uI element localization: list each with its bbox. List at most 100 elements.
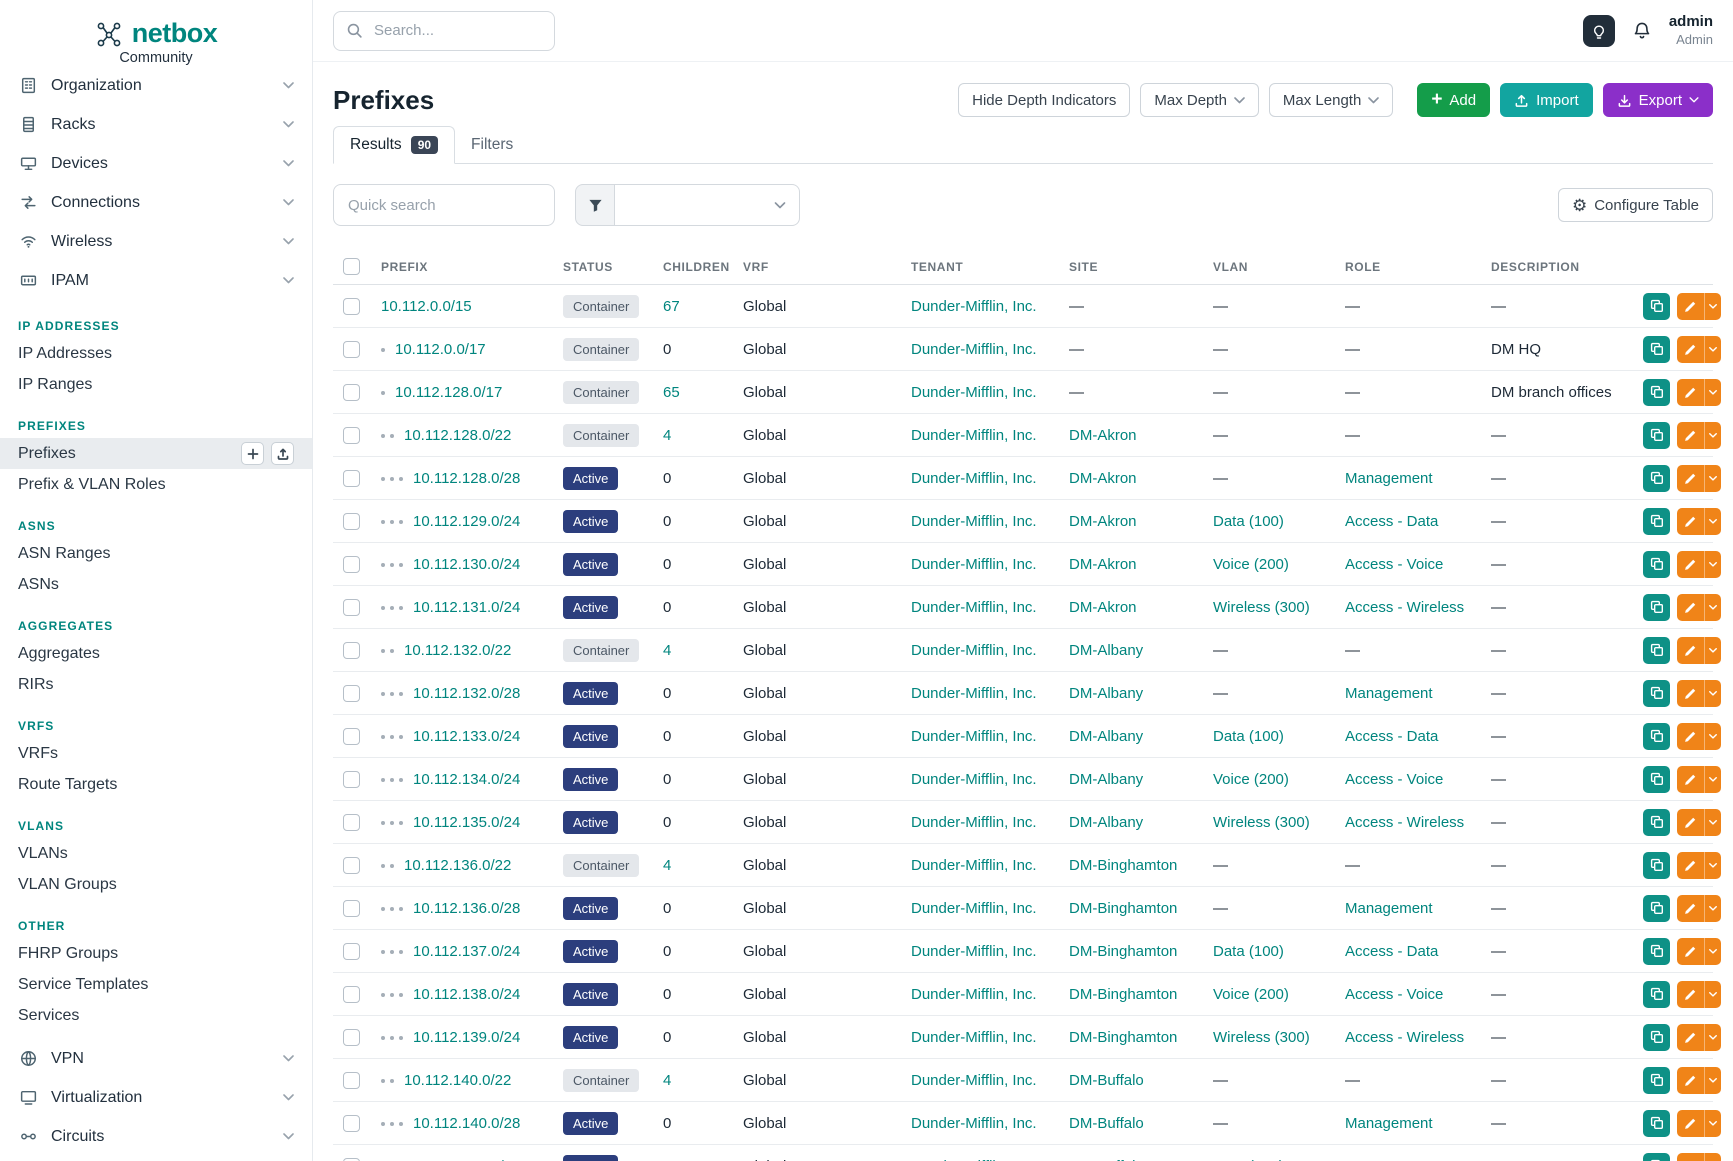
hide-depth-indicators-button[interactable]: Hide Depth Indicators xyxy=(958,83,1131,117)
sidebar-item-circuits[interactable]: Circuits xyxy=(0,1117,312,1156)
edit-button[interactable] xyxy=(1677,765,1704,793)
tenant-link[interactable]: Dunder-Mifflin, Inc. xyxy=(911,684,1037,702)
add-button[interactable]: + Add xyxy=(1417,83,1491,117)
site-link[interactable]: DM-Binghamton xyxy=(1069,942,1178,960)
prefix-link[interactable]: 10.112.128.0/28 xyxy=(413,469,521,487)
vlan-link[interactable]: Voice (200) xyxy=(1213,770,1289,788)
role-link[interactable]: Access - Voice xyxy=(1345,985,1444,1003)
select-all-checkbox[interactable] xyxy=(343,258,360,275)
site-link[interactable]: DM-Buffalo xyxy=(1069,1071,1144,1089)
edit-dropdown-button[interactable] xyxy=(1704,1066,1721,1094)
edit-button[interactable] xyxy=(1677,292,1704,320)
prefix-link[interactable]: 10.112.128.0/17 xyxy=(395,383,503,401)
import-button[interactable]: Import xyxy=(1500,83,1593,117)
filter-button[interactable] xyxy=(575,184,615,226)
edit-button[interactable] xyxy=(1677,636,1704,664)
role-link[interactable]: Access - Wireless xyxy=(1345,598,1465,616)
vlan-link[interactable]: Voice (200) xyxy=(1213,555,1289,573)
row-checkbox[interactable] xyxy=(343,340,360,358)
tenant-link[interactable]: Dunder-Mifflin, Inc. xyxy=(911,469,1037,487)
tenant-link[interactable]: Dunder-Mifflin, Inc. xyxy=(911,555,1037,573)
edit-button[interactable] xyxy=(1677,722,1704,750)
copy-button[interactable] xyxy=(1643,1109,1670,1137)
tenant-link[interactable]: Dunder-Mifflin, Inc. xyxy=(911,641,1037,659)
sidebar-item-rirs[interactable]: RIRs xyxy=(0,669,312,700)
copy-button[interactable] xyxy=(1643,636,1670,664)
copy-button[interactable] xyxy=(1643,464,1670,492)
row-checkbox[interactable] xyxy=(343,598,360,616)
edit-dropdown-button[interactable] xyxy=(1704,292,1721,320)
copy-button[interactable] xyxy=(1643,421,1670,449)
edit-button[interactable] xyxy=(1677,378,1704,406)
tenant-link[interactable]: Dunder-Mifflin, Inc. xyxy=(911,383,1037,401)
site-link[interactable]: DM-Binghamton xyxy=(1069,985,1178,1003)
max-length-dropdown[interactable]: Max Length xyxy=(1268,83,1394,117)
edit-dropdown-button[interactable] xyxy=(1704,894,1721,922)
row-checkbox[interactable] xyxy=(343,1028,360,1046)
vlan-link[interactable]: Wireless (300) xyxy=(1213,1028,1310,1046)
site-link[interactable]: DM-Albany xyxy=(1069,641,1144,659)
site-link[interactable]: DM-Akron xyxy=(1069,512,1137,530)
edit-button[interactable] xyxy=(1677,894,1704,922)
sidebar-item-prefix-vlan-roles[interactable]: Prefix & VLAN Roles xyxy=(0,469,312,500)
export-button[interactable]: Export xyxy=(1602,83,1713,117)
edit-dropdown-button[interactable] xyxy=(1704,378,1721,406)
edit-dropdown-button[interactable] xyxy=(1704,464,1721,492)
edit-dropdown-button[interactable] xyxy=(1704,1109,1721,1137)
column-header-description[interactable]: DESCRIPTION xyxy=(1481,252,1633,285)
sidebar-item-services[interactable]: Services xyxy=(0,1000,312,1031)
column-header-tenant[interactable]: TENANT xyxy=(901,252,1059,285)
copy-button[interactable] xyxy=(1643,980,1670,1008)
vlan-link[interactable]: Data (100) xyxy=(1213,727,1284,745)
prefix-link[interactable]: 10.112.136.0/28 xyxy=(413,899,521,917)
prefix-link[interactable]: 10.112.131.0/24 xyxy=(413,598,521,616)
tenant-link[interactable]: Dunder-Mifflin, Inc. xyxy=(911,899,1037,917)
edit-dropdown-button[interactable] xyxy=(1704,636,1721,664)
sidebar-item-virtualization[interactable]: Virtualization xyxy=(0,1078,312,1117)
prefix-link[interactable]: 10.112.137.0/24 xyxy=(413,942,521,960)
tenant-link[interactable]: Dunder-Mifflin, Inc. xyxy=(911,985,1037,1003)
edit-button[interactable] xyxy=(1677,593,1704,621)
edit-dropdown-button[interactable] xyxy=(1704,722,1721,750)
row-checkbox[interactable] xyxy=(343,727,360,745)
column-header-site[interactable]: SITE xyxy=(1059,252,1203,285)
row-checkbox[interactable] xyxy=(343,297,360,315)
sidebar-item-vpn[interactable]: VPN xyxy=(0,1039,312,1078)
column-header-role[interactable]: ROLE xyxy=(1335,252,1481,285)
sidebar-item-organization[interactable]: Organization xyxy=(0,66,312,105)
site-link[interactable]: DM-Binghamton xyxy=(1069,1028,1178,1046)
row-checkbox[interactable] xyxy=(343,1071,360,1089)
prefix-link[interactable]: 10.112.135.0/24 xyxy=(413,813,521,831)
sidebar-item-fhrp-groups[interactable]: FHRP Groups xyxy=(0,938,312,969)
site-link[interactable]: DM-Albany xyxy=(1069,684,1144,702)
site-link[interactable]: DM-Albany xyxy=(1069,813,1144,831)
copy-button[interactable] xyxy=(1643,1023,1670,1051)
role-link[interactable]: Access - Data xyxy=(1345,727,1439,745)
edit-dropdown-button[interactable] xyxy=(1704,593,1721,621)
copy-button[interactable] xyxy=(1643,679,1670,707)
prefix-link[interactable]: 10.112.134.0/24 xyxy=(413,770,521,788)
edit-button[interactable] xyxy=(1677,550,1704,578)
tab-results[interactable]: Results 90 xyxy=(333,126,456,164)
edit-button[interactable] xyxy=(1677,1023,1704,1051)
copy-button[interactable] xyxy=(1643,335,1670,363)
sidebar-item-connections[interactable]: Connections xyxy=(0,183,312,222)
prefix-link[interactable]: 10.112.130.0/24 xyxy=(413,555,521,573)
prefix-link[interactable]: 10.112.132.0/22 xyxy=(404,641,512,659)
edit-dropdown-button[interactable] xyxy=(1704,937,1721,965)
site-link[interactable]: DM-Akron xyxy=(1069,469,1137,487)
sidebar-item-vlan-groups[interactable]: VLAN Groups xyxy=(0,869,312,900)
tenant-link[interactable]: Dunder-Mifflin, Inc. xyxy=(911,942,1037,960)
sidebar-item-asn-ranges[interactable]: ASN Ranges xyxy=(0,538,312,569)
copy-button[interactable] xyxy=(1643,851,1670,879)
edit-dropdown-button[interactable] xyxy=(1704,1023,1721,1051)
edit-dropdown-button[interactable] xyxy=(1704,679,1721,707)
edit-button[interactable] xyxy=(1677,808,1704,836)
prefix-link[interactable]: 10.112.128.0/22 xyxy=(404,426,512,444)
tenant-link[interactable]: Dunder-Mifflin, Inc. xyxy=(911,1028,1037,1046)
column-header-children[interactable]: CHILDREN xyxy=(653,252,733,285)
edit-button[interactable] xyxy=(1677,421,1704,449)
edit-button[interactable] xyxy=(1677,980,1704,1008)
site-link[interactable]: DM-Albany xyxy=(1069,770,1144,788)
row-checkbox[interactable] xyxy=(343,856,360,874)
